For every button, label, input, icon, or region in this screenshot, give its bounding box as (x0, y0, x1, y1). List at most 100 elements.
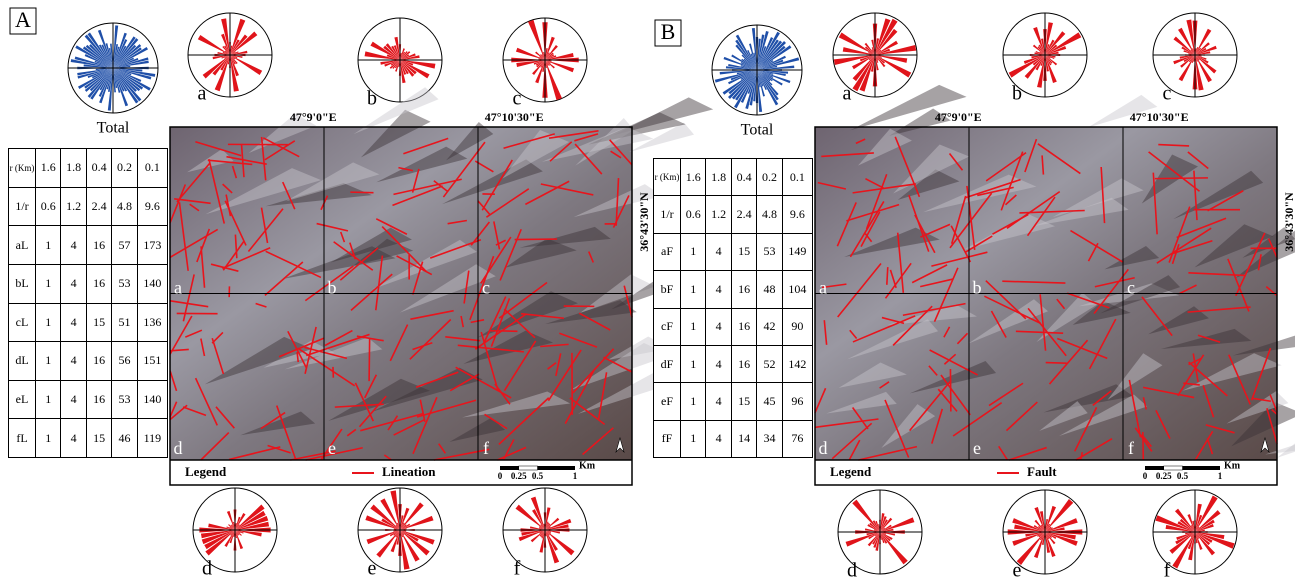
scale-label: 0 (498, 471, 503, 481)
cell-label: b (328, 278, 337, 298)
table-cell: 16 (731, 271, 756, 308)
longitude-label: 47°9'0"E (935, 110, 982, 124)
cell-label: a (819, 278, 827, 298)
table-cell: 1 (36, 264, 61, 303)
table-cell: 15 (86, 303, 111, 342)
scale-label: 0.25 (511, 471, 527, 481)
table-row: fF14143476 (654, 420, 813, 457)
scale-label: 0 (1143, 471, 1148, 481)
table-cell: 9.6 (137, 187, 167, 226)
map-ridge (1277, 424, 1295, 457)
table-cell: 4.8 (112, 187, 137, 226)
latitude-label: 36°43'30"N (637, 192, 651, 252)
table-cell: 4 (706, 308, 731, 345)
cell-label: f (1128, 438, 1134, 458)
fault (887, 267, 888, 285)
table-row: dL141656151 (9, 342, 168, 381)
scale-label: 0.5 (1177, 471, 1189, 481)
figure-canvas: ATotalabcdefabcdef47°9'0"E47°10'30"E36°4… (0, 0, 1295, 580)
table-row: r (Km)1.61.80.40.20.1 (654, 159, 813, 196)
cell-label: d (819, 438, 828, 458)
longitude-label: 47°9'0"E (290, 110, 337, 124)
table-row: cF14164290 (654, 308, 813, 345)
cell-label: a (174, 278, 182, 298)
density-table: r (Km)1.61.80.40.20.11/r0.61.22.44.89.6a… (653, 158, 813, 458)
table-cell: 16 (731, 345, 756, 382)
table-cell: 48 (757, 271, 782, 308)
legend-item: Lineation (382, 464, 436, 479)
table-cell: 46 (112, 419, 137, 458)
table-cell: 1 (681, 383, 706, 420)
legend-item: Fault (1027, 464, 1057, 479)
table-row: 1/r0.61.22.44.89.6 (654, 196, 813, 233)
table-row: aL141657173 (9, 226, 168, 265)
table-cell: 15 (86, 419, 111, 458)
table-cell: 4 (61, 303, 86, 342)
table-cell: 16 (86, 380, 111, 419)
rose-label: d (202, 558, 212, 580)
table-cell: 4 (706, 271, 731, 308)
table-cell: 136 (137, 303, 167, 342)
table-cell: 15 (731, 233, 756, 270)
table-cell: cF (654, 308, 681, 345)
table-cell: dL (9, 342, 36, 381)
table-cell: aF (654, 233, 681, 270)
legend-title: Legend (830, 464, 872, 479)
table-row: dF141652142 (654, 345, 813, 382)
figure: ATotalabcdefabcdef47°9'0"E47°10'30"E36°4… (0, 0, 1295, 580)
table-cell: 1 (681, 233, 706, 270)
table-cell: 53 (112, 264, 137, 303)
scale-bar-segment (519, 466, 538, 470)
table-cell: 0.2 (757, 159, 782, 196)
table-cell: bF (654, 271, 681, 308)
table-cell: 0.4 (86, 149, 111, 188)
table-cell: 34 (757, 420, 782, 457)
table-cell: 0.4 (731, 159, 756, 196)
table-cell: 1/r (654, 196, 681, 233)
rose-label: d (847, 560, 857, 580)
table-row: fL141546119 (9, 419, 168, 458)
table-cell: 1 (681, 420, 706, 457)
latitude-label: 36°43'30"N (1282, 192, 1295, 252)
table-cell: 1 (36, 342, 61, 381)
table-cell: 0.2 (112, 149, 137, 188)
table-cell: 4 (61, 342, 86, 381)
table-cell: 4 (706, 420, 731, 457)
longitude-label: 47°10'30"E (485, 110, 544, 124)
table-cell: 90 (782, 308, 812, 345)
table-cell: 16 (731, 308, 756, 345)
total-label: Total (741, 122, 774, 139)
scale-unit: Km (1224, 460, 1241, 471)
table-cell: 140 (137, 264, 167, 303)
table-cell: 15 (731, 383, 756, 420)
cell-label: c (482, 278, 490, 298)
table-cell: 42 (757, 308, 782, 345)
table-cell: 53 (112, 380, 137, 419)
cell-label: e (328, 438, 336, 458)
rose-label: f (514, 558, 521, 580)
table-row: r (Km)1.61.80.40.20.1 (9, 149, 168, 188)
table-cell: 4 (61, 264, 86, 303)
table-cell: 1.2 (61, 187, 86, 226)
scale-label: 1 (1218, 471, 1223, 481)
table-row: cL141551136 (9, 303, 168, 342)
rose-label: f (1164, 560, 1171, 580)
table-cell: 4 (61, 226, 86, 265)
scale-label: 0.5 (532, 471, 544, 481)
fault (1046, 363, 1067, 364)
table-cell: 16 (86, 226, 111, 265)
table-cell: 1.8 (61, 149, 86, 188)
table-cell: 1 (36, 226, 61, 265)
table-cell: 16 (86, 342, 111, 381)
table-cell: 142 (782, 345, 812, 382)
scale-label: 0.25 (1156, 471, 1172, 481)
legend-title: Legend (185, 464, 227, 479)
table-row: bF141648104 (654, 271, 813, 308)
rose-label: e (368, 558, 377, 580)
table-cell: 1/r (9, 187, 36, 226)
table-cell: 4 (706, 383, 731, 420)
table-cell: 1 (681, 345, 706, 382)
table-cell: 0.1 (782, 159, 812, 196)
table-cell: fL (9, 419, 36, 458)
table-cell: 9.6 (782, 196, 812, 233)
